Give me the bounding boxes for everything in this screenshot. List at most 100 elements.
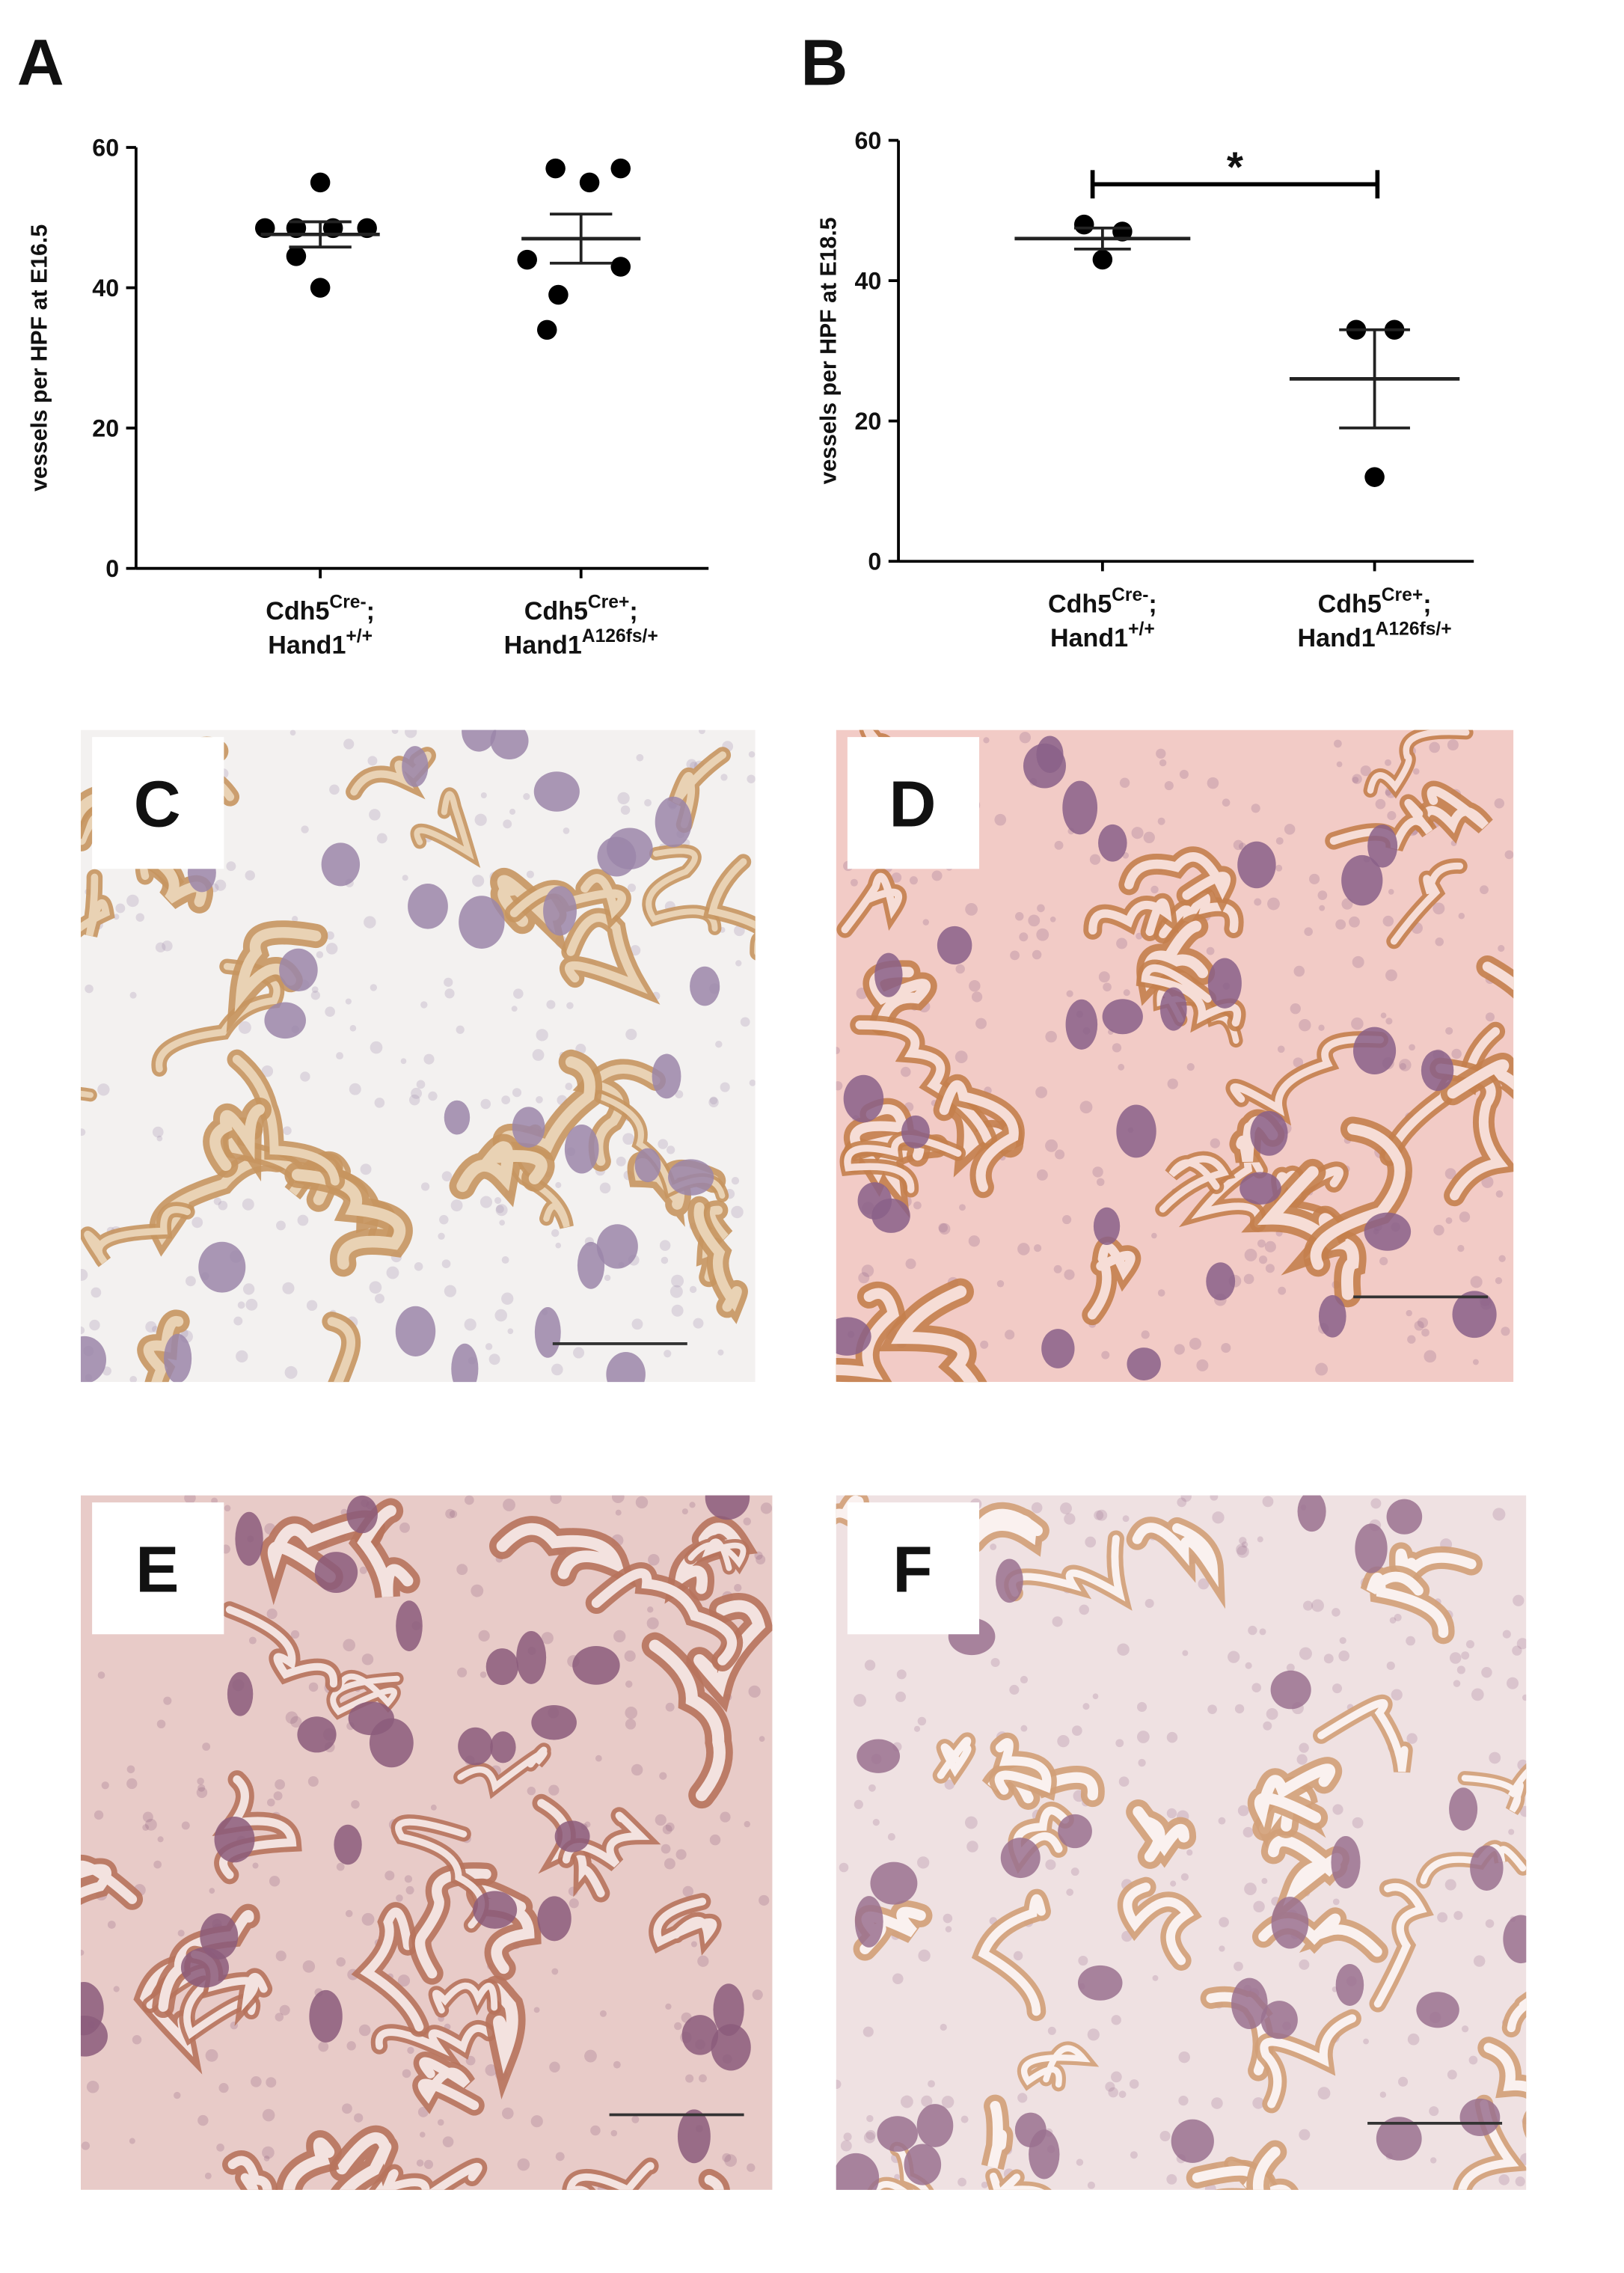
vessel-lumen — [704, 2174, 724, 2190]
blood-cell — [1304, 927, 1313, 936]
blood-cell — [748, 750, 756, 758]
blood-cell — [1020, 1725, 1028, 1732]
blood-cell — [102, 1366, 111, 1376]
blood-cell — [1259, 1628, 1266, 1636]
blood-cell — [1136, 1701, 1147, 1713]
category-label: Hand1+/+ — [1050, 620, 1155, 652]
nucleus — [1271, 1897, 1309, 1949]
blood-cell — [1062, 1214, 1072, 1225]
panel-label: B — [800, 27, 848, 100]
blood-cell — [866, 2114, 874, 2123]
blood-cell — [135, 913, 144, 922]
blood-cell — [551, 1968, 559, 1975]
nucleus — [533, 771, 580, 812]
blood-cell — [126, 894, 139, 908]
blood-cell — [369, 809, 381, 821]
blood-cell — [994, 813, 1007, 826]
blood-cell — [928, 2080, 935, 2088]
blood-cell — [964, 1816, 978, 1829]
blood-cell — [1459, 1211, 1471, 1223]
nucleus — [874, 952, 903, 997]
vessel-lumen — [1418, 786, 1489, 833]
blood-cell — [740, 1017, 750, 1027]
vessel-lumen — [939, 1080, 1019, 1193]
nucleus — [1318, 1294, 1346, 1338]
blood-cell — [1166, 1808, 1177, 1819]
blood-cell — [900, 1066, 911, 1077]
nucleus — [572, 1646, 620, 1685]
blood-cell — [1251, 1683, 1261, 1692]
blood-cell — [1037, 904, 1045, 913]
vessel-lumen — [225, 1606, 337, 1688]
vessel-lumen — [414, 1868, 491, 1979]
blood-cell — [1501, 1327, 1510, 1336]
blood-cell — [536, 1029, 548, 1041]
blood-cell — [218, 1200, 228, 1211]
blood-cell — [1470, 1276, 1483, 1288]
blood-cell — [532, 1049, 545, 1061]
blood-cell — [748, 1685, 761, 1698]
blood-cell — [681, 1508, 688, 1515]
blood-cell — [836, 1081, 843, 1091]
blood-cell — [940, 2023, 947, 2031]
blood-cell — [686, 759, 697, 770]
vessel-lumen — [357, 1505, 414, 1598]
vessel-lumen — [456, 1141, 548, 1193]
blood-cell — [1264, 1240, 1276, 1252]
blood-cell — [349, 1025, 357, 1032]
blood-cell — [1055, 1149, 1065, 1160]
blood-cell — [1087, 2028, 1100, 2041]
nucleus — [1058, 1814, 1092, 1849]
blood-cell — [1424, 1350, 1437, 1363]
vessel-lumen — [836, 1495, 864, 1521]
blood-cell — [1210, 1495, 1219, 1501]
panel-label: C — [134, 768, 181, 840]
blood-cell — [420, 2132, 426, 2138]
blood-cell — [1385, 759, 1391, 766]
nucleus — [705, 1495, 750, 1520]
category-label-part: Hand1 — [504, 631, 582, 659]
blood-cell — [300, 1071, 310, 1082]
nucleus — [346, 1495, 378, 1534]
blood-cell — [1498, 944, 1505, 952]
blood-cell — [1338, 1650, 1349, 1662]
blood-cell — [311, 986, 319, 994]
blood-cell — [1275, 864, 1283, 872]
blood-cell — [891, 872, 902, 883]
blood-cell — [1465, 1640, 1474, 1649]
blood-cell — [325, 1006, 335, 1018]
blood-cell — [1433, 902, 1445, 915]
blood-cell — [990, 1544, 997, 1550]
nucleus — [681, 2015, 719, 2055]
blood-cell — [496, 1205, 504, 1214]
blood-cell — [599, 1182, 611, 1194]
blood-cell — [759, 1736, 765, 1743]
vessel-lumen — [1252, 2147, 1281, 2190]
blood-cell — [1429, 741, 1441, 753]
blood-cell — [444, 977, 453, 987]
blood-cell — [97, 1671, 105, 1679]
blood-cell — [1054, 840, 1064, 850]
y-axis-label: vessels per HPF at E18.5 — [817, 217, 842, 484]
blood-cell — [735, 960, 742, 967]
blood-cell — [646, 1617, 659, 1630]
blood-cell — [1052, 1616, 1063, 1627]
blood-cell — [1334, 739, 1342, 748]
nucleus — [1171, 2119, 1214, 2163]
data-point — [610, 257, 631, 277]
blood-cell — [1079, 1604, 1089, 1615]
blood-cell — [1311, 1599, 1324, 1612]
blood-cell — [1141, 1330, 1150, 1339]
blood-cell — [734, 925, 745, 937]
blood-cell — [471, 1584, 484, 1597]
blood-cell — [1473, 1955, 1486, 1967]
blood-cell — [836, 2079, 842, 2089]
blood-cell — [1119, 777, 1130, 788]
blood-cell — [1071, 1725, 1082, 1736]
blood-cell — [671, 1304, 684, 1317]
blood-cell — [1182, 1650, 1189, 1656]
vessel-lumen — [80, 1090, 94, 1098]
blood-cell — [955, 1050, 968, 1063]
blood-cell — [1245, 1662, 1252, 1669]
vessel-lumen — [871, 2145, 930, 2190]
